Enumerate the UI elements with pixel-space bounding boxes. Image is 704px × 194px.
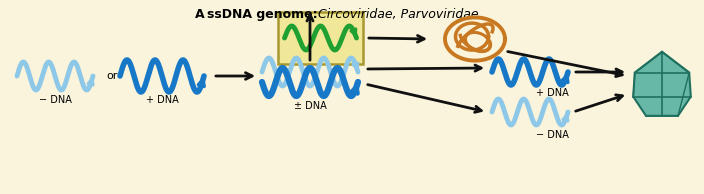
Text: ± DNA: ± DNA bbox=[294, 101, 327, 111]
Text: or: or bbox=[106, 71, 118, 81]
Polygon shape bbox=[633, 52, 691, 116]
Text: − DNA: − DNA bbox=[39, 95, 71, 105]
Text: + DNA: + DNA bbox=[146, 95, 178, 105]
Text: Circoviridae, Parvoviridae: Circoviridae, Parvoviridae bbox=[318, 8, 479, 21]
Text: − DNA: − DNA bbox=[536, 130, 568, 140]
FancyBboxPatch shape bbox=[278, 12, 363, 64]
Text: ssDNA genome:: ssDNA genome: bbox=[207, 8, 322, 21]
Text: A: A bbox=[195, 8, 205, 21]
Text: + DNA: + DNA bbox=[536, 88, 568, 98]
